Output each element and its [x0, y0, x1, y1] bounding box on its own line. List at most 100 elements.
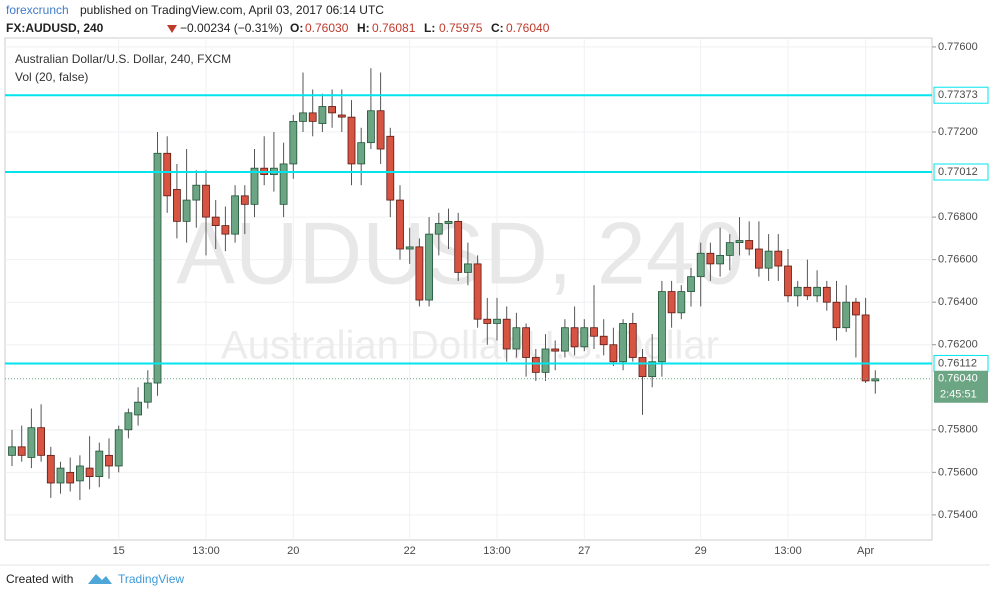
candle-body: [308, 112, 317, 122]
candle-body: [357, 142, 366, 165]
last-price-label: 0.76040: [938, 373, 978, 385]
candle-body: [134, 401, 143, 416]
candle-body: [628, 323, 637, 358]
candle-body: [658, 291, 666, 363]
candle-body: [46, 454, 55, 484]
candle-body: [318, 106, 327, 124]
candle-body: [599, 335, 608, 346]
subtitle: Vol (20, false): [15, 70, 88, 84]
candle-body: [725, 242, 734, 256]
candle-body: [687, 276, 695, 292]
price-badge-label: 0.77012: [938, 166, 978, 178]
candle-body: [852, 301, 860, 316]
price-badge-label: 0.76112: [938, 357, 977, 369]
price-badge: [933, 163, 989, 181]
candle-body: [250, 167, 259, 205]
ohlc-label: O:: [290, 21, 303, 35]
candle-body: [842, 301, 851, 329]
candle-body: [211, 216, 220, 227]
candle-body: [415, 246, 424, 301]
candle-body: [832, 301, 841, 329]
y-tick-label: 0.76200: [938, 339, 978, 351]
author[interactable]: forexcrunch: [6, 3, 69, 17]
price-badge-label: 0.77373: [938, 89, 978, 101]
candle-body: [85, 467, 94, 478]
candle-body: [483, 318, 492, 324]
y-tick-label: 0.76600: [938, 254, 978, 266]
candle-body: [522, 327, 530, 358]
y-tick-label: 0.76800: [938, 211, 978, 223]
x-tick-label: 20: [287, 545, 299, 557]
candle-body: [396, 199, 404, 250]
candle-body: [240, 195, 249, 205]
candle-body: [590, 327, 598, 337]
candle-body: [405, 246, 414, 250]
candle-body: [735, 240, 744, 244]
candle-body: [512, 327, 521, 350]
candle-body: [561, 327, 569, 352]
chart-title: Australian Dollar/U.S. Dollar, 240, FXCM: [15, 52, 231, 66]
candle-body: [337, 114, 346, 118]
ohlc-label: C:: [491, 21, 504, 35]
x-tick-label: 15: [113, 545, 125, 557]
candle-body: [425, 233, 434, 301]
candle-body: [434, 223, 443, 235]
ohlc-label: L:: [424, 21, 435, 35]
candle-body: [861, 314, 870, 382]
footer-text: Created with: [6, 572, 73, 586]
candle-body: [366, 110, 375, 144]
candle-body: [143, 382, 152, 403]
candle-body: [696, 252, 705, 278]
candle-body: [541, 348, 550, 373]
candle-body: [172, 189, 181, 222]
candle-body: [105, 454, 113, 467]
candle-body: [706, 252, 715, 265]
candle-body: [347, 116, 356, 165]
candle-body: [182, 199, 191, 222]
x-tick-label: Apr: [857, 545, 874, 557]
published: published on TradingView.com, April 03, …: [80, 3, 384, 17]
candle-body: [677, 291, 686, 314]
grid: [5, 38, 936, 540]
candle-body: [279, 163, 288, 205]
y-tick-label: 0.77200: [938, 126, 978, 138]
candle-body: [454, 220, 463, 273]
candle-body: [76, 465, 84, 482]
candle-body: [764, 250, 773, 269]
candle-body: [202, 184, 210, 218]
candle-body: [163, 152, 172, 197]
candle-body: [570, 327, 579, 348]
candle-body: [114, 429, 123, 467]
candle-body: [95, 450, 104, 478]
candles: [8, 68, 880, 501]
change: −0.00234 (−0.31%): [180, 21, 283, 35]
candle-body: [376, 110, 385, 150]
candle-body: [755, 248, 763, 269]
y-tick-label: 0.75600: [938, 466, 978, 478]
candle-body: [813, 286, 821, 297]
candle-body: [328, 106, 337, 114]
candle-body: [56, 467, 65, 484]
ohlc-label: H:: [357, 21, 370, 35]
ohlc-value: 0.76081: [372, 21, 416, 35]
candle-body: [473, 263, 482, 320]
candle-body: [531, 357, 540, 373]
x-tick-label: 22: [404, 545, 416, 557]
last-price-badge: [934, 370, 988, 403]
x-tick-label: 13:00: [774, 545, 802, 557]
x-tick-label: 27: [578, 545, 590, 557]
candle-body: [37, 427, 45, 456]
candle-body: [289, 120, 298, 165]
footer-brand[interactable]: TradingView: [118, 572, 184, 586]
x-tick-label: 13:00: [483, 545, 511, 557]
candle-body: [444, 220, 453, 224]
candle-body: [793, 286, 802, 297]
candle-body: [580, 327, 589, 348]
candle-body: [8, 446, 16, 456]
candle-body: [803, 286, 812, 297]
y-tick-label: 0.75800: [938, 424, 978, 436]
candle-body: [784, 265, 792, 297]
y-tick-label: 0.75400: [938, 509, 978, 521]
ohlc: O: 0.76030 H: 0.76081 L: 0.75975 C: 0.76040: [290, 21, 550, 35]
ohlc-value: 0.76030: [305, 21, 349, 35]
